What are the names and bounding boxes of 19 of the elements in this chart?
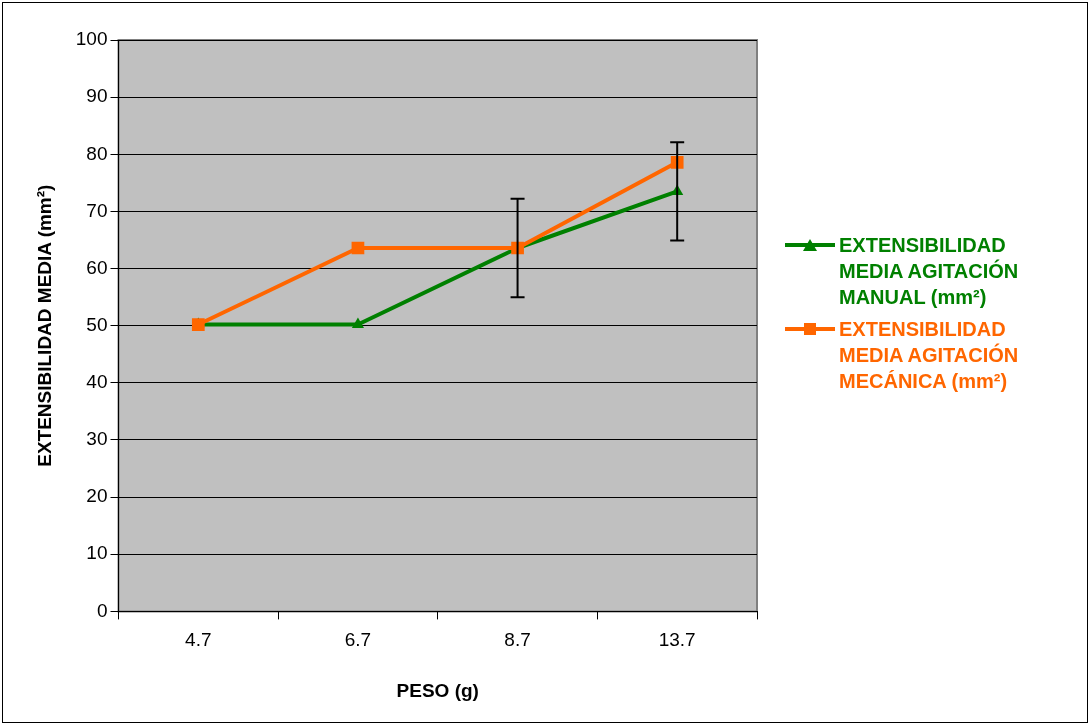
x-tick-label: 13.7 bbox=[658, 629, 696, 651]
y-axis-title: EXTENSIBILIDAD MEDIA (mm²) bbox=[33, 184, 55, 467]
x-tick-label: 6.7 bbox=[344, 629, 372, 651]
y-tick-label: 90 bbox=[86, 85, 108, 107]
y-tick-label: 80 bbox=[86, 142, 108, 164]
legend-label: EXTENSIBILIDAD MEDIA AGITACIÓN MANUAL (mm²) bbox=[839, 233, 1020, 310]
legend-label: EXTENSIBILIDAD MEDIA AGITACIÓN MECÁNICA (mm²) bbox=[839, 317, 1020, 394]
y-tick-label: 50 bbox=[86, 313, 108, 335]
y-tick-label: 0 bbox=[96, 599, 108, 621]
y-tick-label: 70 bbox=[86, 199, 108, 221]
x-tick-label: 4.7 bbox=[185, 629, 212, 651]
y-tick-label: 20 bbox=[86, 485, 108, 507]
y-tick-label: 60 bbox=[86, 256, 108, 278]
y-tick-label: 40 bbox=[86, 371, 108, 393]
x-axis-title: PESO (g) bbox=[396, 679, 479, 701]
y-tick-label: 30 bbox=[86, 428, 108, 450]
y-tick-label: 100 bbox=[75, 28, 108, 50]
y-tick-label: 10 bbox=[86, 542, 108, 564]
x-tick-label: 8.7 bbox=[504, 629, 531, 651]
